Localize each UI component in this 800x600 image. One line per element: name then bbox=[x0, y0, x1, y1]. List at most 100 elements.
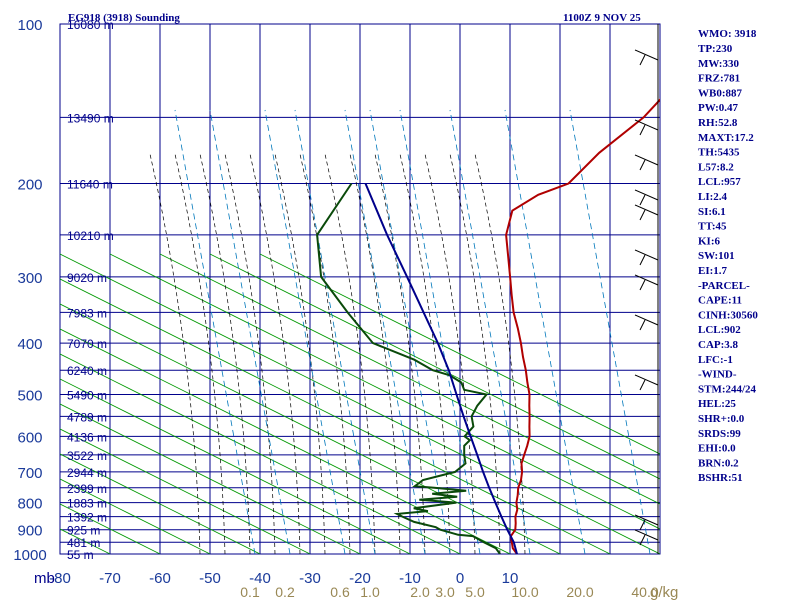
index-row: TT:45 bbox=[698, 221, 727, 233]
mixing-ratio-label: 0.6 bbox=[330, 584, 350, 600]
mixing-ratio-line bbox=[369, 109, 451, 554]
sounding-series bbox=[316, 98, 660, 554]
mixing-ratio-label: 1.0 bbox=[360, 584, 380, 600]
height-label: 481 m bbox=[67, 536, 100, 550]
dry-adiabat bbox=[60, 353, 461, 554]
index-row: CAP:3.8 bbox=[698, 339, 739, 351]
dry-adiabat bbox=[209, 253, 660, 480]
moist-adiabat bbox=[424, 153, 476, 554]
temperature-tick-label: 0 bbox=[456, 570, 464, 587]
height-label: 7983 m bbox=[67, 306, 107, 320]
pressure-tick-label: 500 bbox=[17, 387, 42, 404]
height-label: 11640 m bbox=[67, 178, 113, 192]
moist-adiabat bbox=[174, 153, 226, 554]
height-label: 1392 m bbox=[67, 511, 107, 525]
index-row: FRZ:781 bbox=[698, 73, 740, 85]
mixing-ratio-label: 0.1 bbox=[240, 584, 260, 600]
height-label: 7070 m bbox=[67, 337, 107, 351]
pressure-tick-label: 700 bbox=[17, 465, 42, 482]
wind-barb bbox=[634, 529, 659, 546]
mixing-ratio-label: 5.0 bbox=[465, 584, 485, 600]
moist-adiabat bbox=[474, 153, 526, 554]
series-line-2 bbox=[364, 183, 518, 554]
pressure-tick-label: 900 bbox=[17, 523, 42, 540]
index-row: -PARCEL- bbox=[698, 280, 750, 292]
index-row: EHI:0.0 bbox=[698, 443, 736, 455]
dry-adiabat bbox=[60, 278, 611, 554]
dry-adiabat bbox=[259, 253, 660, 455]
index-row: CINH:30560 bbox=[698, 309, 758, 321]
pressure-tick-label: 400 bbox=[17, 336, 42, 353]
wind-barb bbox=[634, 119, 659, 136]
index-row: TP:230 bbox=[698, 43, 733, 55]
index-row: BSHR:51 bbox=[698, 472, 743, 484]
mixing-ratio-line bbox=[174, 109, 256, 554]
moist-adiabat bbox=[199, 153, 251, 554]
pressure-tick-label: 600 bbox=[17, 429, 42, 446]
height-label: 5490 m bbox=[67, 388, 107, 402]
moist-adiabat bbox=[274, 153, 326, 554]
index-row: SI:6.1 bbox=[698, 206, 726, 218]
temperature-tick-label: -80 bbox=[49, 570, 71, 587]
height-label: 925 m bbox=[67, 524, 100, 538]
index-row: MAXT:17.2 bbox=[698, 132, 754, 144]
mixing-ratio-line bbox=[344, 109, 426, 554]
index-row: CAPE:11 bbox=[698, 295, 742, 307]
dry-adiabat bbox=[60, 303, 561, 554]
wind-barb bbox=[634, 49, 659, 66]
pressure-tick-label: 800 bbox=[17, 496, 42, 513]
index-row: SW:101 bbox=[698, 250, 735, 262]
height-label: 13490 m bbox=[67, 111, 114, 125]
mixing-ratio-label: 0.2 bbox=[275, 584, 295, 600]
index-row: LFC:-1 bbox=[698, 354, 733, 366]
wind-barb bbox=[634, 314, 659, 331]
temperature-tick-label: -70 bbox=[99, 570, 121, 587]
index-row: LCL:902 bbox=[698, 324, 741, 336]
wind-barb bbox=[634, 189, 659, 206]
temperature-tick-label: -40 bbox=[249, 570, 271, 587]
height-label: 2399 m bbox=[67, 482, 107, 496]
index-row: -WIND- bbox=[698, 369, 737, 381]
height-label: 6240 m bbox=[67, 364, 107, 378]
indices-header: WMO: 3918 bbox=[698, 28, 757, 40]
mixing-ratio-label: 10.0 bbox=[511, 584, 538, 600]
wind-barb bbox=[634, 274, 659, 291]
mixing-ratio-lines bbox=[174, 109, 651, 554]
dry-adiabat bbox=[60, 478, 211, 554]
moist-adiabat bbox=[249, 153, 301, 554]
index-row: EI:1.7 bbox=[698, 265, 728, 277]
index-row: L57:8.2 bbox=[698, 161, 734, 173]
dry-adiabat bbox=[60, 428, 311, 554]
temperature-tick-label: -50 bbox=[199, 570, 221, 587]
pressure-tick-label: 100 bbox=[17, 17, 42, 34]
series-line-1 bbox=[316, 182, 501, 554]
moist-adiabat bbox=[299, 153, 351, 554]
pressure-tick-label: 300 bbox=[17, 270, 42, 287]
mixing-ratio-line bbox=[569, 109, 651, 554]
wind-barb-column bbox=[634, 24, 659, 554]
temperature-tick-label: 10 bbox=[502, 570, 519, 587]
index-row: SHR+:0.0 bbox=[698, 413, 745, 425]
height-label: 55 m bbox=[67, 548, 94, 562]
mixing-ratio-label: 40.0 bbox=[631, 584, 658, 600]
moist-adiabat bbox=[224, 153, 276, 554]
height-label: 16080 m bbox=[67, 18, 114, 32]
index-row: SRDS:99 bbox=[698, 428, 741, 440]
dry-adiabat bbox=[60, 378, 411, 554]
index-row: WB0:887 bbox=[698, 87, 743, 99]
index-row: STM:244/24 bbox=[698, 383, 757, 395]
height-label: 4789 m bbox=[67, 410, 107, 424]
moist-adiabat bbox=[449, 153, 501, 554]
moist-adiabat bbox=[399, 153, 451, 554]
series-line-0 bbox=[505, 98, 660, 554]
mixing-ratio-line bbox=[264, 109, 346, 554]
temperature-tick-label: -20 bbox=[349, 570, 371, 587]
index-row: RH:52.8 bbox=[698, 117, 738, 129]
wind-barb bbox=[634, 514, 659, 531]
pressure-tick-label: 200 bbox=[17, 177, 42, 194]
wind-barb bbox=[634, 204, 659, 221]
dry-adiabat bbox=[60, 403, 361, 554]
wind-barb bbox=[634, 249, 659, 266]
